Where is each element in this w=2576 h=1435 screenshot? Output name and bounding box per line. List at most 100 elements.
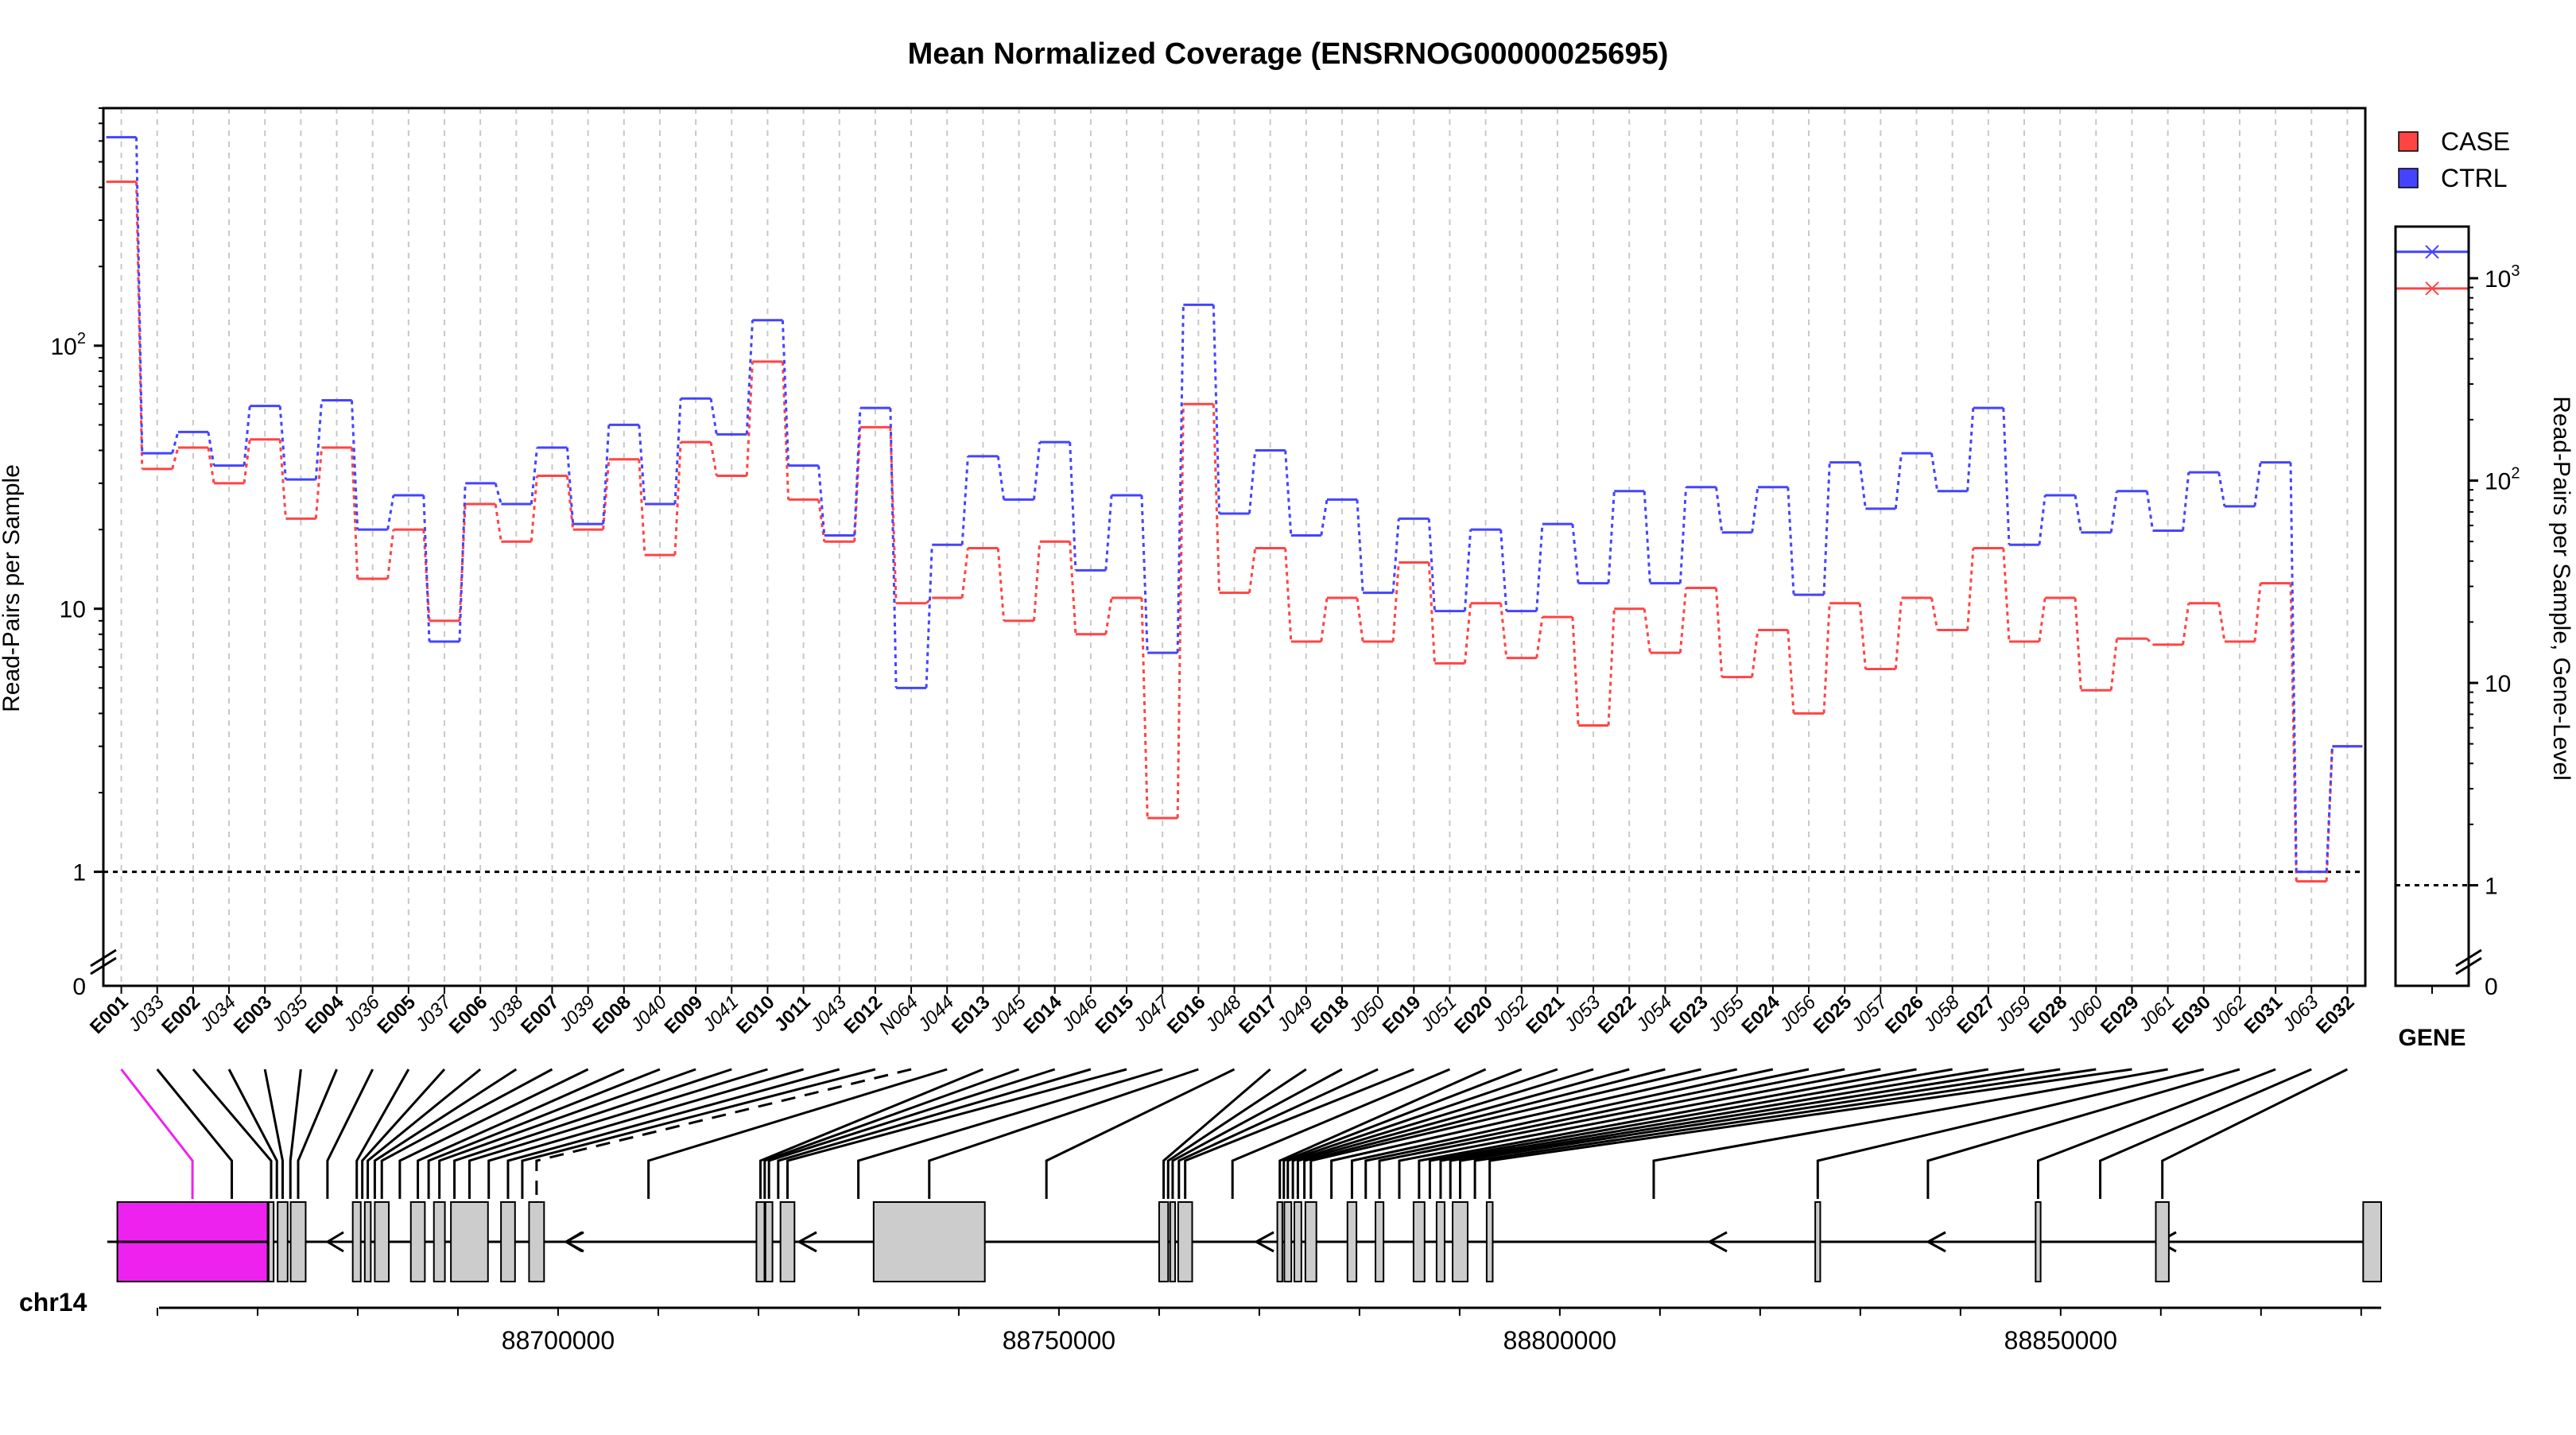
step-connector (1858, 603, 1867, 669)
genomic-tick-label: 88750000 (1003, 1326, 1115, 1355)
step-connector (1356, 597, 1364, 642)
step-connector (996, 548, 1006, 621)
step-connector (1391, 518, 1400, 593)
connector-line (1398, 1068, 1881, 1199)
exon-block (2362, 1201, 2382, 1282)
gene-model-track: 88700000 88750000 88800000 88850000 chr14 (19, 1201, 2382, 1355)
y-tick-label: 10 (60, 597, 86, 623)
category-label: J040 (627, 991, 672, 1037)
connector-line (763, 1068, 1020, 1199)
genomic-tick-label: 88850000 (2004, 1326, 2117, 1355)
exon-block (1452, 1201, 1468, 1282)
step-connector (386, 494, 395, 530)
connector-line (1291, 1068, 1594, 1199)
step-connector (709, 441, 718, 476)
connector-line (355, 1068, 410, 1199)
connector-line (2161, 1068, 2349, 1199)
step-connector (1643, 491, 1651, 584)
connector-line (326, 1068, 374, 1199)
category-label: J044 (914, 991, 959, 1037)
step-connector (960, 548, 969, 599)
genomic-tick-label: 88700000 (502, 1326, 615, 1355)
category-label: J047 (1129, 991, 1175, 1037)
connector-line (2036, 1068, 2276, 1199)
exon-block (351, 1201, 362, 1282)
step-connector (2182, 471, 2190, 531)
step-connector (1678, 588, 1688, 654)
step-connector (1966, 548, 1975, 630)
exon-block (1293, 1201, 1302, 1282)
step-connector (1463, 529, 1472, 611)
step-connector (1966, 407, 1975, 491)
category-label: J038 (483, 991, 528, 1037)
step-connector (171, 431, 180, 454)
step-connector (1320, 597, 1329, 642)
step-connector (1787, 630, 1795, 714)
step-connector (1787, 487, 1795, 595)
step-connector (2038, 597, 2046, 642)
axis-break (90, 948, 117, 968)
step-connector (1607, 608, 1616, 726)
category-label: J036 (339, 991, 384, 1037)
step-connector (2145, 491, 2155, 531)
connector-line (1282, 1068, 1523, 1199)
step-connector (422, 494, 431, 642)
category-label: J050 (1344, 991, 1390, 1037)
category-label: J059 (1991, 991, 2036, 1037)
step-connector (1535, 616, 1544, 658)
step-connector (1356, 499, 1364, 593)
step-connector (709, 398, 718, 435)
step-connector (1069, 442, 1077, 571)
connector-line (1378, 1068, 1845, 1199)
connector-line (1488, 1068, 2132, 1199)
category-label: J043 (805, 991, 851, 1037)
step-connector (817, 499, 826, 542)
gene-y-tick-label: 1 (2485, 874, 2498, 900)
exon-block (2035, 1201, 2042, 1282)
step-connector (781, 320, 790, 466)
connector-line (1171, 1068, 1343, 1199)
exon-block (1158, 1201, 1170, 1282)
strand-arrow-icon (1706, 1231, 1728, 1253)
category-label: J056 (1775, 991, 1821, 1037)
legend: CASE CTRL (2398, 127, 2510, 192)
step-connector (494, 483, 502, 505)
legend-label: CASE (2441, 127, 2510, 156)
category-label: J063 (2278, 991, 2323, 1037)
step-connector (1571, 523, 1580, 584)
step-connector (2109, 491, 2118, 533)
connector-line (758, 1068, 983, 1199)
strand-arrow-icon (1925, 1231, 1946, 1253)
connector-line (1184, 1068, 1414, 1199)
series-ctrl (106, 136, 2363, 874)
gene-value-marker (2425, 245, 2439, 259)
step-connector (494, 503, 502, 542)
step-connector (960, 456, 969, 545)
exon-block (1283, 1201, 1293, 1282)
category-label: J035 (267, 991, 312, 1037)
connector-line (1296, 1068, 1630, 1199)
step-connector (350, 447, 359, 580)
step-connector (1571, 617, 1580, 726)
y-tick-label: 1 (72, 860, 86, 886)
connector-line (1162, 1068, 1271, 1199)
exon-connector-lines (120, 1068, 2349, 1199)
gene-y-tick-label: 102 (2485, 464, 2520, 494)
main-plot-area: 1 10 102 0 (51, 107, 2367, 1000)
step-connector (2289, 462, 2298, 872)
step-connector (2325, 746, 2334, 882)
category-label: J052 (1488, 991, 1533, 1037)
step-connector (1176, 404, 1185, 819)
category-label: E023 (1666, 991, 1713, 1038)
connector-line (767, 1068, 1056, 1199)
exon-block (1276, 1201, 1283, 1282)
chromosome-label: chr14 (19, 1288, 87, 1317)
step-connector (2217, 471, 2226, 507)
step-connector (1033, 441, 1042, 500)
step-connector (1715, 588, 1724, 677)
category-label: J057 (1847, 991, 1893, 1037)
step-connector (745, 320, 754, 435)
exon-block (500, 1201, 516, 1282)
connector-line (1330, 1068, 1738, 1199)
connector-line (1303, 1068, 1666, 1199)
